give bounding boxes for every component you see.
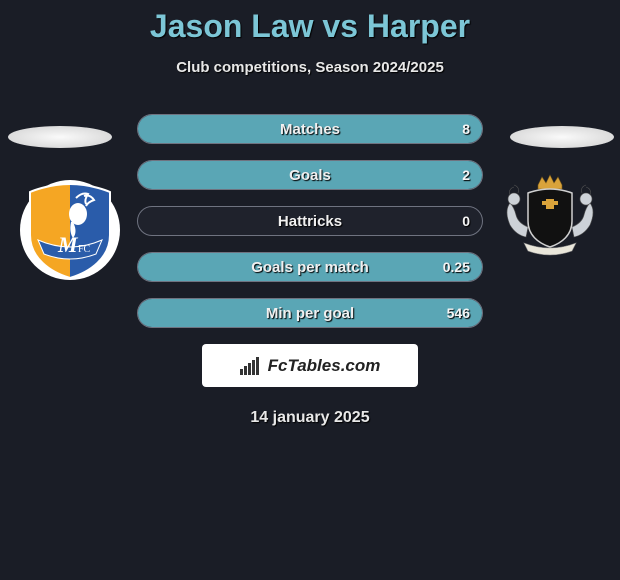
brand-text: FcTables.com [268, 356, 381, 376]
page-title: Jason Law vs Harper [0, 8, 620, 45]
crest-icon [500, 165, 600, 265]
date-label: 14 january 2025 [0, 409, 620, 427]
brand-link[interactable]: FcTables.com [202, 344, 418, 387]
badge-left-letter: M [57, 232, 79, 257]
stat-value: 546 [447, 305, 470, 321]
stat-row-goals: Goals 2 [137, 160, 483, 190]
club-badge-right [500, 165, 600, 265]
comparison-card: Jason Law vs Harper Club competitions, S… [0, 0, 620, 427]
club-badge-left: M FC [20, 180, 120, 280]
stat-value: 0.25 [443, 259, 470, 275]
stat-label: Hattricks [278, 213, 342, 230]
stats-panel: Matches 8 Goals 2 Hattricks 0 Goals per … [137, 114, 483, 328]
stat-value: 8 [462, 121, 470, 137]
stat-label: Goals per match [251, 259, 369, 276]
stat-row-gpm: Goals per match 0.25 [137, 252, 483, 282]
stat-label: Matches [280, 121, 340, 138]
bar-chart-icon [240, 357, 262, 375]
player-marker-right [510, 126, 614, 148]
badge-left-fc: FC [78, 244, 91, 255]
stat-label: Goals [289, 167, 331, 184]
stat-value: 2 [462, 167, 470, 183]
stat-row-hattricks: Hattricks 0 [137, 206, 483, 236]
stat-row-mpg: Min per goal 546 [137, 298, 483, 328]
stat-value: 0 [462, 213, 470, 229]
shield-icon: M FC [20, 180, 120, 280]
stat-row-matches: Matches 8 [137, 114, 483, 144]
player-marker-left [8, 126, 112, 148]
page-subtitle: Club competitions, Season 2024/2025 [0, 59, 620, 76]
stat-label: Min per goal [266, 305, 354, 322]
